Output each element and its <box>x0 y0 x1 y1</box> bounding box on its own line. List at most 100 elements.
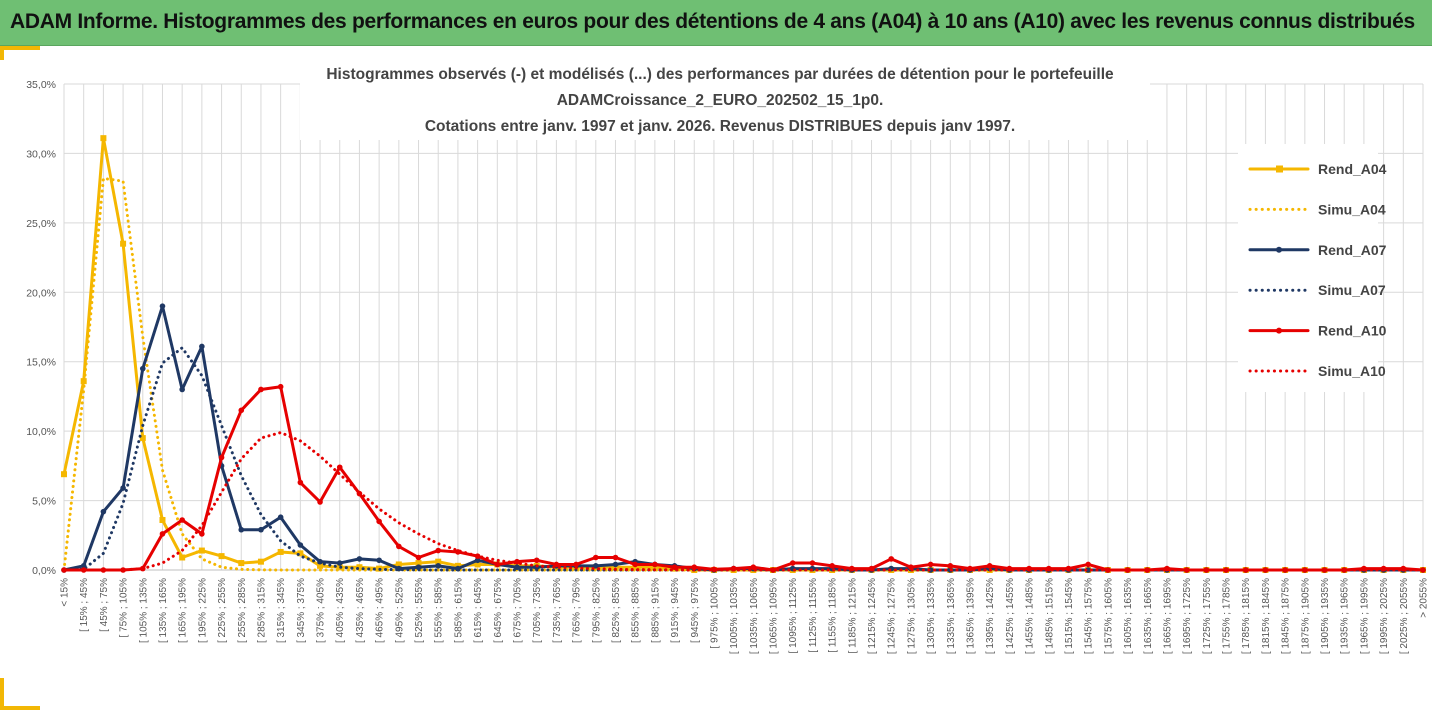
point-Rend_A10 <box>829 563 835 569</box>
point-Rend_A10 <box>573 561 579 568</box>
x-tick-label: [ 765% ; 795% <box>572 578 583 643</box>
x-tick-label: [ 1905% ; 1935% <box>1320 578 1331 654</box>
y-tick-label: 25,0% <box>26 218 56 230</box>
point-Rend_A10 <box>159 531 166 537</box>
x-tick-label: [ 1125% ; 1155% <box>808 578 819 653</box>
x-tick-label: [ 1785% ; 1815% <box>1241 578 1252 654</box>
chart-title-line: Cotations entre janv. 1997 et janv. 2026… <box>425 118 1015 135</box>
point-Rend_A10 <box>1085 561 1091 568</box>
point-Rend_A10 <box>533 557 540 564</box>
point-Rend_A07 <box>297 542 304 548</box>
x-tick-label: [ 465% ; 495% <box>375 578 386 643</box>
x-tick-label: [ 1185% ; 1215% <box>847 578 858 654</box>
x-tick-label: [ 735% ; 765% <box>552 578 563 643</box>
legend-item-Simu_A07: Simu_A07 <box>1248 282 1386 298</box>
y-tick-label: 5,0% <box>32 496 56 508</box>
point-Rend_A04 <box>159 517 166 524</box>
point-Rend_A10 <box>809 560 816 566</box>
x-tick-label: [ 225% ; 255% <box>217 578 228 643</box>
x-tick-label: [ 1335% ; 1365% <box>946 578 957 654</box>
x-tick-label: [ 1815% ; 1845% <box>1261 578 1272 654</box>
legend-label: Rend_A10 <box>1318 323 1387 339</box>
x-tick-label: [ 705% ; 735% <box>532 578 543 643</box>
point-Rend_A10 <box>553 561 560 568</box>
x-tick-label: [ 1995% ; 2025% <box>1379 578 1390 654</box>
x-tick-label: [ 1755% ; 1785% <box>1222 578 1233 654</box>
point-Rend_A07 <box>435 563 442 569</box>
x-tick-label: [ 795% ; 825% <box>591 578 602 643</box>
point-Rend_A07 <box>592 563 599 569</box>
x-tick-label: [ 165% ; 195% <box>178 578 189 643</box>
x-tick-label: [ 1845% ; 1875% <box>1281 578 1292 654</box>
chart-title-line: ADAMCroissance_2_EURO_202502_15_1p0. <box>557 92 884 109</box>
point-Rend_A07 <box>139 365 146 372</box>
point-Rend_A10 <box>80 567 87 573</box>
x-tick-label: [ 1665% ; 1695% <box>1162 578 1173 654</box>
accent-bar-top <box>0 46 40 50</box>
x-tick-label: > 2055% <box>1419 578 1430 618</box>
point-Rend_A10 <box>179 517 185 523</box>
legend-label: Simu_A04 <box>1318 201 1386 217</box>
point-Rend_A07 <box>258 526 264 533</box>
point-Rend_A07 <box>356 556 363 562</box>
point-Rend_A04 <box>297 550 304 557</box>
x-tick-label: [ 315% ; 345% <box>276 578 287 643</box>
grid <box>63 83 1424 571</box>
point-Rend_A07 <box>238 526 245 533</box>
point-Rend_A04 <box>356 564 363 571</box>
x-tick-label: [ 945% ; 975% <box>690 578 701 643</box>
point-Rend_A07 <box>336 560 343 566</box>
y-tick-label: 30,0% <box>26 148 56 160</box>
x-tick-label: [ 495% ; 525% <box>394 578 405 643</box>
x-tick-label: [ 75% ; 105% <box>119 578 130 638</box>
legend-label: Simu_A07 <box>1318 282 1386 298</box>
point-Rend_A10 <box>986 563 993 569</box>
y-tick-label: 10,0% <box>26 426 56 438</box>
x-tick-label: [ 855% ; 885% <box>631 578 642 643</box>
axes: 0,0% 5,0% 10,0% 15,0% 20,0% 25,0% 30,0% 35,0% < … <box>26 79 1429 654</box>
point-Rend_A10 <box>1203 567 1210 573</box>
point-Rend_A04 <box>198 547 205 554</box>
x-tick-label: [ 615% ; 645% <box>473 578 484 643</box>
point-Rend_A04 <box>139 435 146 442</box>
point-Rend_A10 <box>494 561 501 568</box>
point-Rend_A04 <box>474 561 481 568</box>
x-tick-label: [ 405% ; 435% <box>335 578 346 643</box>
point-Rend_A04 <box>415 560 422 567</box>
series-Rend_A04 <box>61 135 1426 573</box>
x-tick-label: [ 1515% ; 1545% <box>1064 578 1075 654</box>
y-tick-label: 0,0% <box>32 565 56 577</box>
point-Rend_A10 <box>1242 567 1249 573</box>
point-Rend_A07 <box>1085 567 1091 573</box>
legend-item-Rend_A10: Rend_A10 <box>1248 323 1387 339</box>
header-banner: ADAM Informe. Histogrammes des performan… <box>0 0 1432 46</box>
chart-title: Histogrammes observés (-) et modélisés (… <box>300 60 1150 140</box>
y-tick-label: 35,0% <box>26 79 56 91</box>
point-Rend_A10 <box>671 564 678 571</box>
point-Rend_A10 <box>258 386 264 393</box>
x-tick-label: [ 1635% ; 1665% <box>1143 578 1154 654</box>
point-Rend_A10 <box>632 561 638 568</box>
x-tick-label: [ 1425% ; 1455% <box>1005 578 1016 654</box>
line-Simu_A04 <box>62 176 1425 572</box>
point-Rend_A10 <box>218 454 225 461</box>
point-Rend_A04 <box>179 554 186 561</box>
x-tick-label: [ 15% ; 45% <box>79 578 90 632</box>
x-tick-label: [ 285% ; 315% <box>256 578 267 643</box>
point-Rend_A07 <box>199 343 205 350</box>
x-tick-label: [ 1095% ; 1125% <box>788 578 799 654</box>
legend: Rend_A04 Simu_A04 Rend_A07 Simu_A07 Rend_A10… <box>1238 144 1387 392</box>
point-Rend_A07 <box>514 564 520 571</box>
y-tick-label: 15,0% <box>26 357 56 369</box>
line-Simu_A10 <box>62 431 1425 572</box>
point-Rend_A04 <box>100 135 107 142</box>
point-Rend_A04 <box>61 471 67 478</box>
point-Rend_A10 <box>435 547 442 554</box>
x-tick-label: [ 585% ; 615% <box>453 578 464 643</box>
report-title: ADAM Informe. Histogrammes des performan… <box>10 10 1415 33</box>
legend-item-Simu_A10: Simu_A10 <box>1248 363 1386 379</box>
point-Rend_A10 <box>927 561 934 568</box>
series-Simu_A10 <box>62 431 1425 572</box>
x-tick-label: [ 195% ; 225% <box>197 578 208 643</box>
point-Rend_A04 <box>435 558 442 565</box>
